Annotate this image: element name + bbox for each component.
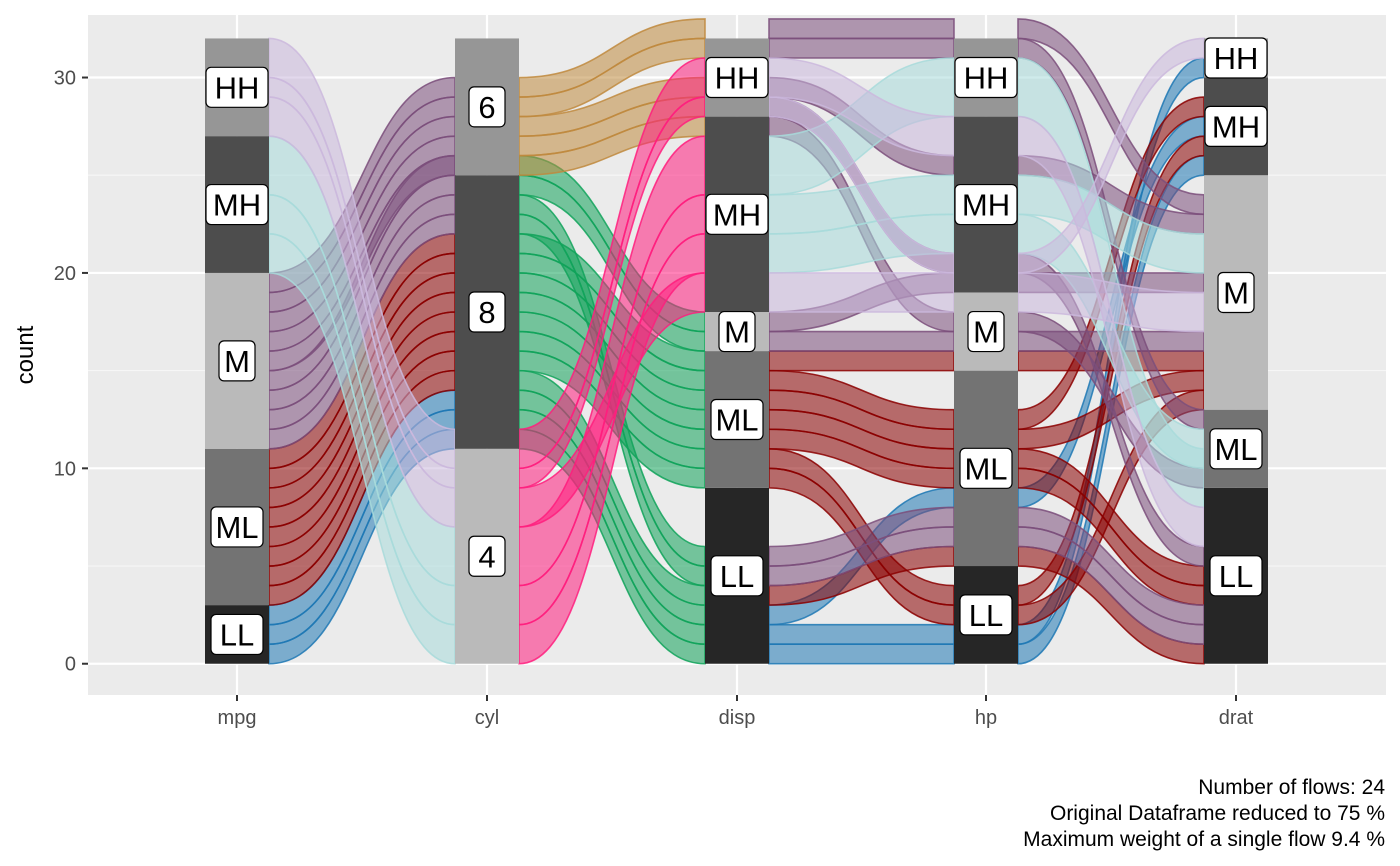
y-tick-label: 10 [54,458,76,480]
stratum-label-box [1209,555,1263,597]
stratum-label-disp-MH: MH [713,197,761,232]
stratum-label-hp-ML: ML [964,451,1007,486]
flow-ribbon [768,18,955,40]
caption-line-3: Maximum weight of a single flow 9.4 % [1023,828,1385,851]
stratum-label-box [710,555,764,597]
stratum-label-box [1217,271,1255,314]
stratum-label-drat-MH: MH [1212,109,1260,144]
y-axis-title: count [12,325,39,384]
y-tick-label: 20 [54,263,76,285]
stratum-label-box [959,594,1013,636]
stratum-label-cyl-6: 6 [478,90,495,125]
stratum-label-box [468,291,506,333]
flow-ribbon [768,350,955,372]
x-tick-label-mpg: mpg [218,707,257,729]
stratum-label-box [710,398,764,441]
stratum-label-box [967,310,1005,353]
flow-ribbon [768,623,955,645]
stratum-label-box [210,506,264,548]
stratum-label-drat-ML: ML [1214,432,1257,467]
flow-ribbon [268,233,456,665]
stratum-label-hp-M: M [973,315,999,350]
stratum-label-box [205,183,269,226]
stratum-label-box [1209,428,1263,470]
stratum-label-drat-LL: LL [1219,559,1253,594]
stratum-label-box [959,447,1013,489]
stratum-labels: LL ML M MH HH 4 8 6 LL ML M MH HH LL ML M MH HH LL ML M MH HH [205,37,1268,656]
stratum-label-mpg-HH: HH [215,70,260,105]
caption: Number of flows: 24 Original Dataframe r… [1023,776,1385,851]
stratum-label-disp-M: M [724,315,750,350]
stratum-label-hp-MH: MH [962,188,1010,223]
stratum-label-box [705,193,769,235]
stratum-label-box [205,66,269,108]
y-tick-label: 30 [54,68,76,90]
caption-line-1: Number of flows: 24 [1198,776,1385,799]
stratum-label-box [954,183,1018,226]
stratum-label-drat-HH: HH [1214,41,1259,76]
stratum-label-disp-HH: HH [715,61,760,96]
stratum-label-hp-HH: HH [964,61,1009,96]
x-tick-label-disp: disp [719,707,756,729]
flow-ribbon [768,37,955,59]
flow-ribbon [768,643,955,665]
stratum-label-mpg-M: M [224,344,250,379]
x-tick-label-hp: hp [975,707,997,729]
stratum-label-box [468,535,506,577]
stratum-label-cyl-4: 4 [478,539,495,574]
stratum-label-cyl-8: 8 [478,295,495,330]
stratum-label-drat-M: M [1223,275,1249,310]
stratum-label-disp-ML: ML [715,402,758,437]
stratum-label-box [718,310,756,353]
flow-ribbon [768,272,955,313]
flow-ribbon [768,330,955,352]
caption-line-2: Original Dataframe reduced to 75 % [1050,802,1385,825]
stratum-label-box [954,56,1018,99]
stratum-label-hp-LL: LL [969,598,1003,633]
stratum-label-box [705,56,769,99]
y-tick-label: 0 [65,654,76,676]
stratum-label-disp-LL: LL [720,559,754,594]
stratum-label-box [1204,105,1268,147]
stratum-label-mpg-MH: MH [213,188,261,223]
stratum-label-mpg-LL: LL [220,617,254,652]
x-tick-label-cyl: cyl [475,707,499,729]
stratum-label-box [218,340,256,382]
y-axis: 0 10 20 30 [54,68,88,676]
x-tick-label-drat: drat [1219,707,1254,729]
stratum-label-mpg-ML: ML [215,510,258,545]
stratum-label-box [210,613,264,656]
x-axis: mpg cyl disp hp drat [218,695,1254,729]
stratum-label-box [1204,37,1268,79]
stratum-label-box [468,86,506,128]
